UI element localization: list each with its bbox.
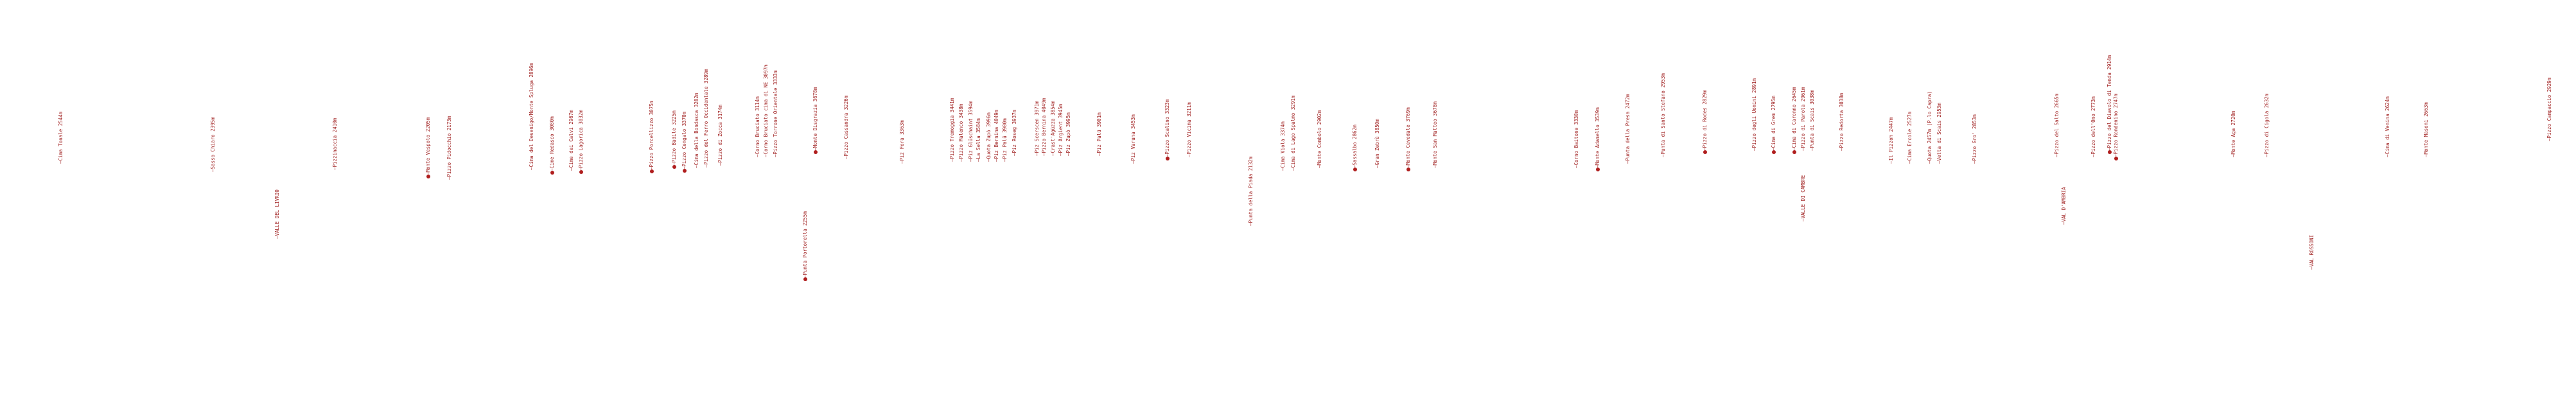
peak-label-text: —VALLE DEL LIVRIO [274, 189, 280, 239]
peak-marker-dot [2114, 157, 2118, 160]
peak-label-text: —Piz Zupò 3995m [1065, 112, 1071, 156]
peak-label-text: —Crast'Agüzza 3854m [1050, 101, 1056, 156]
peak-label-text: —Pizzo Tremoggia 3441m [949, 98, 955, 162]
peak-label-text: —Piz Palü 3901m [1096, 112, 1102, 156]
peak-marker-dot [1166, 157, 1170, 160]
peak-label-text: —Piz Argient 3945m [1058, 103, 1064, 156]
peak-label-text: —Monte Adamello 3539m [1595, 107, 1600, 168]
peak-marker-dot [803, 277, 807, 281]
peak-label-text: —Cime dei Calvi 2967m [568, 110, 574, 171]
peak-label-text: —Corno Bruciato cima di NE 3097m [763, 64, 769, 158]
peak-label-text: —Pizzo Torrone Orientale 3333m [773, 70, 778, 157]
peak-marker-dot [1772, 150, 1776, 154]
peak-label-text: —VAL ROSSONI [2309, 234, 2315, 270]
peak-label-text: —VALLE DI CAMBRE [1800, 175, 1806, 221]
peak-marker-dot [650, 169, 654, 173]
peak-label-text: —Pizzo Vicima 3211m [1186, 102, 1192, 157]
peak-label-text: —Monte Combolo 2902m [1317, 110, 1322, 168]
peak-label-text: —Punta di Scais 3038m [1809, 90, 1815, 151]
peak-label-text: —Cima di Lago Spalmo 3291m [1290, 95, 1296, 171]
peak-label-text: —Piz Bernina 4049m [994, 109, 999, 162]
peak-label-text: —Corno Bruciato 3114m [755, 96, 760, 157]
peak-label-text: —VAL D'AMBRIA [2061, 187, 2067, 225]
peak-label-text: —Il Pizzoh 2447m [1888, 117, 1894, 164]
peak-label-text: —Piz Palü 3900m [1002, 118, 1008, 162]
peak-label-text: —Pizzo di Zocca 3174m [717, 105, 723, 166]
peak-label-text: —Cima Tonale 2544m [58, 111, 64, 164]
peak-label-text: —Pizzo Lagorica 3032m [578, 110, 584, 171]
peak-marker-dot [579, 170, 583, 174]
peak-marker-dot [1792, 150, 1796, 154]
peak-marker-dot [1406, 168, 1410, 171]
peak-label-text: —Pizzo del Diavolo di Tenda 2914m [2107, 55, 2112, 151]
peak-label-text: —Pizzo del Ferro Occidentale 3289m [703, 69, 709, 168]
peak-marker-dot [683, 169, 687, 173]
peak-label-text: —Cima di Venina 2624m [2385, 96, 2390, 157]
peak-label-text: —Piz Scerscen 3971m [1034, 101, 1040, 156]
peak-label-text: —Cima di Grem 2795m [1771, 96, 1776, 151]
peak-label-text: —Pizzo Rondenino 2747m [2113, 93, 2119, 157]
peak-label-text: —Piz Roseg 3937m [1012, 109, 1017, 156]
peak-label-text: —Cima Viola 3374m [1280, 121, 1286, 171]
peak-label-text: —Pizzo Badile 3225m [671, 110, 677, 166]
peak-label-text: —Vetta di Scais 2953m [1936, 103, 1942, 164]
peak-label-text: —Monte Vespolo 2205m [425, 117, 431, 175]
peak-label-text: —Piz Varuna 3453m [1130, 114, 1136, 164]
peak-label-text: —Pizzo Cassandra 3226m [843, 95, 849, 159]
peak-label-text: —Cima Ercole 2527m [1907, 111, 1913, 164]
peak-label-text: —Monte San Matteo 3678m [1432, 101, 1438, 168]
peak-marker-dot [1596, 168, 1600, 171]
peak-label-text: —Pizzo Malenco 3438m [958, 103, 964, 162]
peak-label-text: —Pizzo Bernina 4049m [1041, 98, 1047, 156]
peak-label-text: —Gran Zebrù 3850m [1374, 119, 1380, 168]
peak-label-text: —Pizzo degli Uomini 2891m [1751, 78, 1757, 151]
peak-label-text: —Pizzo dell'Omo 2773m [2090, 96, 2096, 157]
peak-label-text: —Quota Zupò 3996m [986, 112, 992, 162]
peak-label-text: —Pizzo del Salto 2665m [2054, 93, 2060, 157]
peak-label-text: —Pizzo Scalino 3323m [1164, 99, 1170, 157]
peak-marker-dot [2108, 150, 2112, 154]
peak-label-text: —Pizzo Porcellizzo 3075m [649, 100, 654, 170]
peak-label-text: —Pizzo di Cigola 2632m [2264, 93, 2270, 157]
peak-label-text: —Cime Redasco 3080m [549, 116, 555, 171]
peak-label-text: —Cima di Caronno 2645m [1791, 87, 1797, 151]
peak-label-text: —Pizzo Campaccio 2929m [2546, 77, 2552, 141]
peak-label-text: —Monte Aga 2720m [2230, 110, 2236, 157]
peak-label-text: —Pizzo di Rodes 2829m [1702, 90, 1708, 151]
peak-label-text: —Punta di Santo Stefano 2953m [1660, 73, 1666, 157]
peak-label-text: —Corno Baitone 3330m [1573, 110, 1579, 168]
peak-marker-dot [814, 150, 818, 154]
peak-label-text: —Quota 2457m (P.lo Capra) [1927, 91, 1932, 164]
peak-label-text: —Pizzo Cengalo 3370m [681, 111, 687, 169]
peak-label-text: —Cima del Desenigo/Monte Spluga 2896m [529, 62, 534, 170]
peak-label-text: —Cima della Bondasca 3282m [694, 92, 699, 168]
peak-label-text: —Pizzo Gro' 2853m [1972, 114, 1977, 164]
peak-marker-dot [1703, 150, 1707, 154]
peak-label-text: —Sassalbo 2862m [1352, 125, 1358, 168]
peak-label-text: —Piz Fora 3363m [899, 120, 905, 164]
peak-marker-dot [426, 175, 430, 178]
peak-label-text: —Pizzo Redorta 3038m [1839, 92, 1844, 151]
peak-marker-dot [672, 165, 676, 169]
peak-label-text: —Sasso Chiaro 2395m [210, 117, 216, 172]
peak-label-text: —La Sella 3584m [976, 118, 981, 162]
peak-label-text: —Pizzo di Parola 2961m [1800, 87, 1806, 151]
peak-label-text: —Punta della Presa 2472m [1625, 94, 1631, 164]
peak-label-text: —Punta della Piada 2132m [1248, 156, 1254, 226]
peak-label-text: —Monte Cevedale 3769m [1405, 107, 1411, 168]
peak-label-text: —Piz Glüschaint 3594m [968, 101, 974, 162]
peak-label-text: —Punta Portorella 2255m [802, 211, 808, 278]
peak-marker-dot [550, 171, 554, 175]
peak-label-text: —Monte Disgrazia 3678m [812, 87, 818, 151]
peak-label-text: —Monte Masoni 2663m [2423, 102, 2429, 157]
peak-marker-dot [1353, 168, 1357, 171]
peak-label-text: —Pizzinaccia 2410m [332, 117, 338, 170]
peak-label-text: —Pizzo Pidocchio 2173m [446, 116, 452, 180]
